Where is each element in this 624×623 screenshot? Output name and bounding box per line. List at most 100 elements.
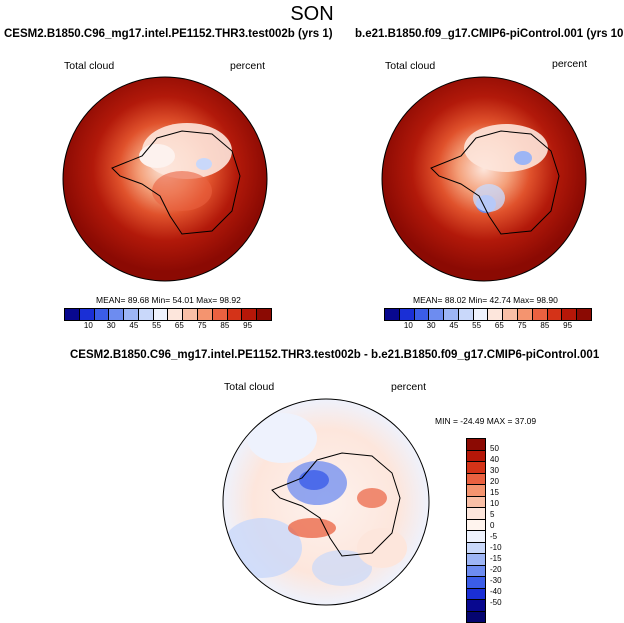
- panel2-map: [381, 76, 587, 282]
- colorbar-tick: 10: [83, 321, 93, 330]
- colorbar-tick: 75: [517, 321, 527, 330]
- colorbar-tick: 85: [540, 321, 550, 330]
- colorbar-cell: [138, 309, 154, 320]
- colorbar-cell: [94, 309, 110, 320]
- panel1-variable-label: Total cloud: [64, 60, 115, 72]
- colorbar-tick: -15: [490, 554, 502, 563]
- colorbar-cell: [385, 309, 400, 320]
- panel2-units-label: percent: [552, 58, 588, 70]
- colorbar-cell: [257, 309, 271, 320]
- panel1-coastline: [111, 130, 241, 235]
- colorbar-cell: [65, 309, 80, 320]
- colorbar-cell: [467, 565, 485, 577]
- colorbar-tick: 0: [490, 521, 495, 530]
- panel2-variable-label: Total cloud: [385, 60, 436, 72]
- colorbar-cell: [467, 542, 485, 554]
- panel1-colorbar: [64, 308, 272, 321]
- colorbar-tick: 45: [129, 321, 139, 330]
- colorbar-cell: [183, 309, 199, 320]
- panel1-stats: MEAN= 89.68 Min= 54.01 Max= 98.92: [96, 295, 241, 305]
- panel3-coastline: [271, 452, 401, 557]
- panel3-variable-label: Total cloud: [224, 381, 275, 393]
- colorbar-tick: 85: [220, 321, 230, 330]
- colorbar-tick: 65: [174, 321, 184, 330]
- colorbar-tick: 75: [197, 321, 207, 330]
- panel1-title: CESM2.B1850.C96_mg17.intel.PE1152.THR3.t…: [4, 28, 333, 40]
- colorbar-cell: [577, 309, 591, 320]
- colorbar-cell: [109, 309, 125, 320]
- panel3-map: [222, 398, 430, 606]
- colorbar-cell: [467, 531, 485, 543]
- colorbar-tick: 95: [243, 321, 253, 330]
- colorbar-tick: 20: [490, 477, 499, 486]
- colorbar-tick: 30: [426, 321, 436, 330]
- colorbar-tick: 45: [449, 321, 459, 330]
- colorbar-cell: [467, 485, 485, 497]
- panel1-map: [62, 76, 268, 282]
- colorbar-cell: [79, 309, 95, 320]
- panel3-stats: MIN = -24.49 MAX = 37.09: [435, 416, 537, 426]
- colorbar-tick: -40: [490, 587, 502, 596]
- colorbar-cell: [562, 309, 578, 320]
- colorbar-tick: 5: [490, 510, 495, 519]
- colorbar-cell: [242, 309, 258, 320]
- colorbar-cell: [488, 309, 504, 320]
- colorbar-cell: [467, 439, 485, 451]
- panel3-colorbar: [466, 438, 486, 623]
- colorbar-tick: -30: [490, 576, 502, 585]
- panel3-title: CESM2.B1850.C96_mg17.intel.PE1152.THR3.t…: [70, 349, 600, 361]
- panel1-colorbar-ticks: 10 30 45 55 65 75 85 95: [77, 321, 259, 330]
- colorbar-cell: [467, 554, 485, 566]
- colorbar-cell: [467, 600, 485, 612]
- panel2-colorbar: [384, 308, 592, 321]
- colorbar-cell: [467, 508, 485, 520]
- colorbar-cell: [153, 309, 169, 320]
- colorbar-cell: [429, 309, 445, 320]
- colorbar-cell: [547, 309, 563, 320]
- panel1-units-label: percent: [230, 60, 266, 72]
- colorbar-cell: [467, 496, 485, 508]
- colorbar-cell: [212, 309, 228, 320]
- colorbar-tick: 30: [106, 321, 116, 330]
- panel2-title: b.e21.B1850.f09_g17.CMIP6-piControl.001 …: [355, 28, 624, 40]
- colorbar-tick: 30: [490, 466, 499, 475]
- colorbar-cell: [467, 577, 485, 589]
- colorbar-tick: 40: [490, 455, 499, 464]
- colorbar-cell: [532, 309, 548, 320]
- colorbar-cell: [227, 309, 243, 320]
- colorbar-cell: [518, 309, 533, 320]
- colorbar-cell: [467, 519, 485, 531]
- colorbar-tick: 10: [490, 499, 499, 508]
- colorbar-tick: 55: [472, 321, 482, 330]
- colorbar-tick: 15: [490, 488, 499, 497]
- colorbar-tick: 10: [403, 321, 413, 330]
- colorbar-cell: [467, 462, 485, 474]
- colorbar-cell: [473, 309, 489, 320]
- panel2-colorbar-ticks: 10 30 45 55 65 75 85 95: [397, 321, 579, 330]
- colorbar-tick: -10: [490, 543, 502, 552]
- colorbar-cell: [168, 309, 184, 320]
- colorbar-tick: -5: [490, 532, 498, 541]
- colorbar-tick: 55: [152, 321, 162, 330]
- colorbar-tick: -50: [490, 598, 502, 607]
- panel3-units-label: percent: [391, 381, 427, 393]
- colorbar-tick: 95: [563, 321, 573, 330]
- colorbar-cell: [414, 309, 430, 320]
- colorbar-cell: [467, 450, 485, 462]
- colorbar-tick: 50: [490, 444, 499, 453]
- colorbar-cell: [124, 309, 139, 320]
- colorbar-cell: [467, 611, 485, 622]
- colorbar-cell: [198, 309, 213, 320]
- colorbar-tick: -20: [490, 565, 502, 574]
- colorbar-tick: 65: [494, 321, 504, 330]
- panel2-coastline: [430, 130, 560, 235]
- colorbar-cell: [399, 309, 415, 320]
- colorbar-cell: [467, 588, 485, 600]
- panel2-stats: MEAN= 88.02 Min= 42.74 Max= 98.90: [413, 295, 558, 305]
- panel3-colorbar-ticks: 50 40 30 20 15 10 5 0 -5 -10 -15 -20 -30…: [490, 438, 510, 608]
- colorbar-cell: [458, 309, 474, 320]
- colorbar-cell: [444, 309, 459, 320]
- colorbar-cell: [503, 309, 519, 320]
- colorbar-cell: [467, 473, 485, 485]
- figure-title: SON: [290, 3, 334, 25]
